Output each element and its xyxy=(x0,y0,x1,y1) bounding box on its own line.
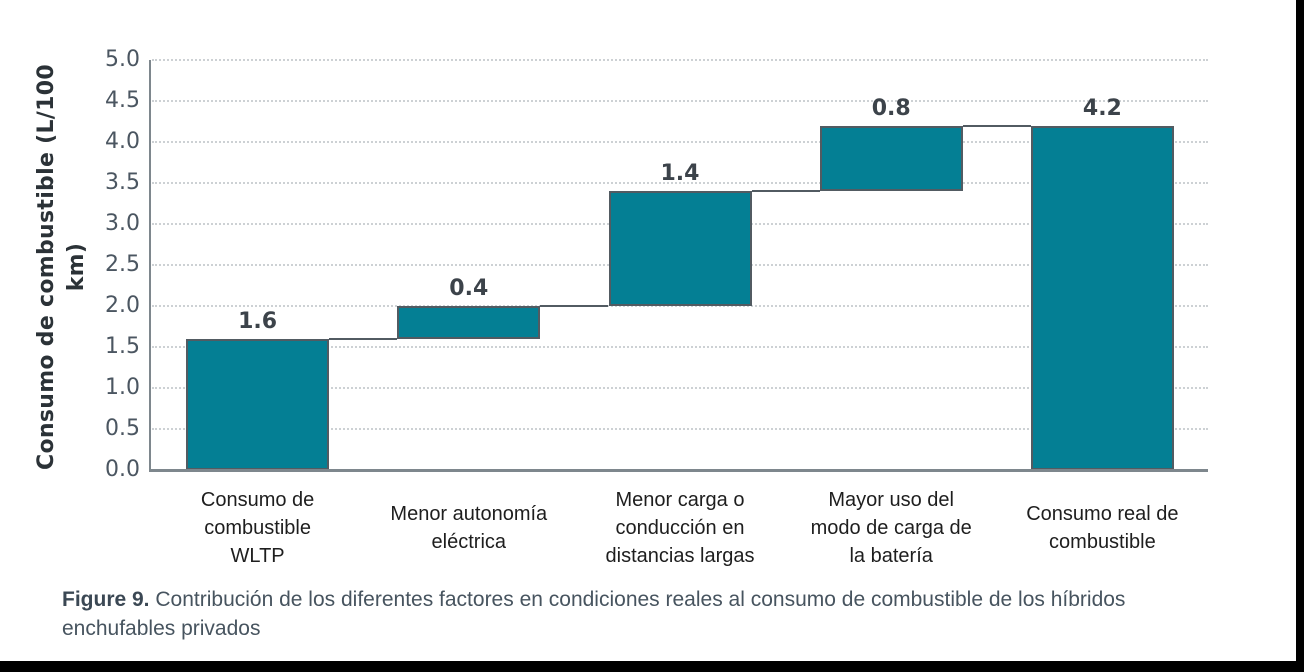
bar-value-label: 1.6 xyxy=(238,308,278,334)
y-tick-label: 5.0 xyxy=(105,47,140,72)
y-tick-label: 3.5 xyxy=(105,170,140,195)
page-edge-right xyxy=(1296,0,1304,672)
waterfall-connector xyxy=(962,124,1031,127)
gridline xyxy=(152,100,1208,102)
gridline xyxy=(152,346,1208,348)
bar-value-label: 0.4 xyxy=(449,276,489,301)
bar-5 xyxy=(1030,125,1174,470)
figure-caption-text: Contribución de los diferentes factores … xyxy=(62,588,1126,640)
gridline xyxy=(152,428,1208,430)
y-tick-label: 0.5 xyxy=(105,416,140,441)
bar-value-label: 0.8 xyxy=(871,95,911,121)
waterfall-connector xyxy=(751,190,820,193)
y-tick-label: 2.5 xyxy=(105,252,140,277)
x-axis-line xyxy=(149,469,1208,472)
x-category-label: Consumo real de combustible xyxy=(1026,503,1179,553)
bar-3 xyxy=(608,191,752,306)
x-category-label: Consumo de combustible WLTP xyxy=(200,489,315,567)
bar-value-label: 4.2 xyxy=(1082,95,1122,121)
x-category-label: Menor carga o conducción en distancias l… xyxy=(605,489,755,567)
x-category-label: Menor autonomía eléctrica xyxy=(390,503,548,553)
bar-value-label: 1.4 xyxy=(660,161,700,187)
page-edge-bottom xyxy=(0,661,1304,672)
gridline xyxy=(152,59,1208,61)
y-tick-label: 1.5 xyxy=(105,334,140,359)
y-tick-label: 4.5 xyxy=(105,88,140,113)
figure-caption: Figure 9. Contribución de los diferentes… xyxy=(62,585,1232,643)
y-tick-label: 3.0 xyxy=(105,211,140,236)
bar-1 xyxy=(186,338,330,470)
y-tick-label: 4.0 xyxy=(105,129,140,154)
waterfall-chart: Consumo de combustible (L/100 km) 0.0 0.5… xyxy=(34,47,1208,567)
gridline xyxy=(152,305,1208,307)
y-tick-label: 1.0 xyxy=(105,375,140,400)
waterfall-connector xyxy=(540,305,609,307)
waterfall-connector xyxy=(329,337,398,340)
y-tick-label: 0.0 xyxy=(105,457,140,482)
gridline xyxy=(152,387,1208,389)
figure-caption-label: Figure 9. xyxy=(62,588,150,611)
gridline xyxy=(152,141,1208,143)
bar-2 xyxy=(397,306,541,339)
y-tick-label: 2.0 xyxy=(105,293,140,318)
bar-4 xyxy=(819,125,963,192)
gridline xyxy=(152,182,1208,184)
x-category-label: Mayor uso del modo de carga de la baterí… xyxy=(810,489,972,567)
y-axis-line xyxy=(149,60,151,470)
